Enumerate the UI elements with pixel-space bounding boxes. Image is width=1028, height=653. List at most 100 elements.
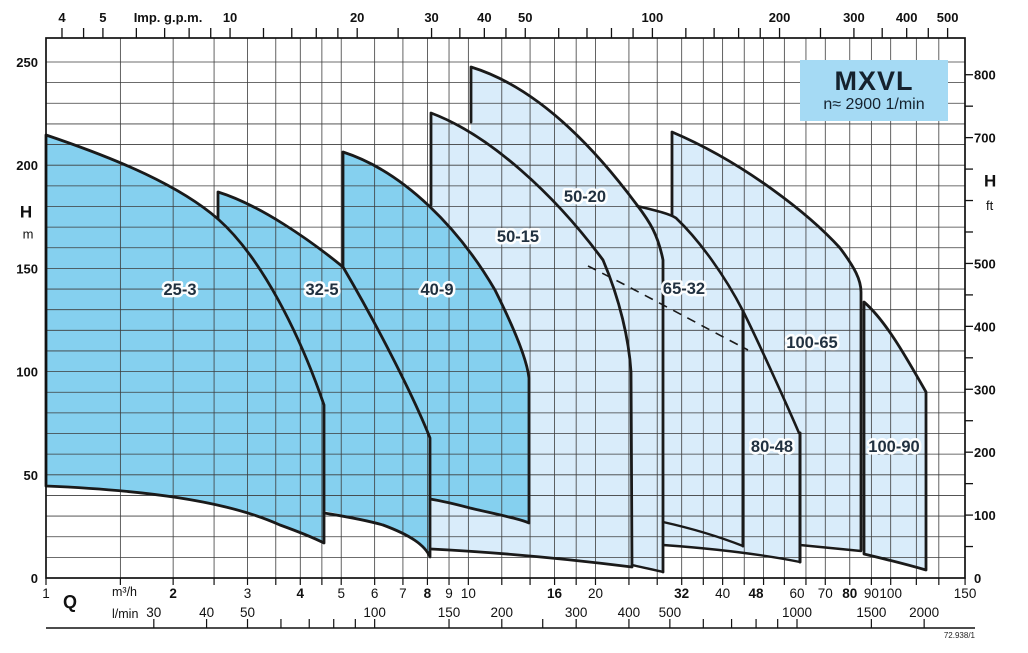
pump-label-100-65: 100-65 [786,334,837,352]
axis-right-title: H [984,172,996,191]
axis-left-title: H [20,203,32,222]
svg-text:3: 3 [244,586,252,601]
svg-text:150: 150 [438,605,461,620]
axis-bottom-m3h: 1 2 3 4 5 6 7 8 9 10 16 20 32 40 48 60 70 80 90 100 150 Q m³/h [42,578,976,612]
svg-text:0: 0 [974,571,981,586]
envelope-stroke-50-20-bottom [630,563,665,574]
pump-label-32-5: 32-5 [305,281,338,299]
svg-text:6: 6 [371,586,379,601]
series-speed: n≈ 2900 1/min [823,96,925,114]
axis-bottom-m3h-unit: m³/h [112,585,137,599]
svg-text:500: 500 [974,256,996,271]
pump-label-50-15: 50-15 [497,228,539,246]
pump-label-65-32: 65-32 [663,280,705,298]
axis-bottom-q-title: Q [63,592,77,612]
document-reference: 72.938/1 [943,631,975,640]
envelope-stroke-100-90-outline [862,300,928,572]
svg-text:30: 30 [146,605,161,620]
svg-text:300: 300 [843,10,865,25]
svg-text:200: 200 [974,445,996,460]
svg-text:500: 500 [937,10,959,25]
svg-text:80: 80 [842,586,857,601]
svg-text:1500: 1500 [856,605,886,620]
envelope-stroke-50-20-outline [469,65,665,574]
svg-text:10: 10 [223,10,237,25]
svg-text:100: 100 [642,10,664,25]
svg-text:100: 100 [16,365,38,380]
svg-text:50: 50 [518,10,532,25]
axis-bottom-lmin: 30 40 50 100 150 200 300 400 500 1000 1500 2000 l/mi… [46,605,975,629]
svg-text:1: 1 [42,586,50,601]
svg-text:9: 9 [445,586,453,601]
envelope-stroke-80-48-bottom [661,543,802,564]
svg-text:100: 100 [879,586,902,601]
svg-text:40: 40 [477,10,491,25]
svg-text:300: 300 [974,382,996,397]
pump-label-25-3: 25-3 [163,281,196,299]
envelope-fill-100-90 [864,302,926,570]
envelope-fill-25-3 [46,135,324,543]
envelope-stroke-50-15-outline [429,111,634,569]
svg-text:150: 150 [16,261,38,276]
envelope-stroke-25-3-outline [44,133,326,545]
svg-text:8: 8 [424,586,432,601]
svg-text:40: 40 [199,605,214,620]
svg-text:50: 50 [24,468,38,483]
axis-top-gpm: 4 5 10 20 30 40 50 100 200 300 400 500 Imp. g.p.m. [58,10,958,38]
axis-left-unit: m [23,226,34,241]
svg-text:40: 40 [715,586,730,601]
svg-text:1000: 1000 [782,605,812,620]
svg-text:200: 200 [16,158,38,173]
svg-text:700: 700 [974,131,996,146]
svg-text:200: 200 [491,605,514,620]
series-name: MXVL [834,65,914,96]
axis-right-unit: ft [986,198,994,213]
svg-text:5: 5 [337,586,345,601]
svg-text:90: 90 [864,586,879,601]
svg-text:50: 50 [240,605,255,620]
svg-text:2000: 2000 [909,605,939,620]
svg-text:800: 800 [974,68,996,83]
svg-text:70: 70 [818,586,833,601]
pump-label-80-48: 80-48 [751,438,793,456]
pump-label-50-20: 50-20 [564,188,606,206]
svg-text:100: 100 [363,605,386,620]
envelope-stroke-65-32-bottom [661,520,745,548]
series-badge: MXVL n≈ 2900 1/min [800,60,948,121]
axis-bottom-lmin-unit: l/min [112,607,138,621]
svg-text:4: 4 [297,586,305,601]
envelope-fills [46,67,926,572]
svg-text:20: 20 [588,586,603,601]
axis-left-m: 0 50 100 150 200 250 Hm [16,55,38,586]
axis-right-ft: 0 100 200 300 400 500 700 800 Hft [965,68,996,586]
pump-label-40-9: 40-9 [420,281,453,299]
svg-text:30: 30 [424,10,438,25]
svg-text:100: 100 [974,508,996,523]
svg-text:60: 60 [789,586,804,601]
svg-text:20: 20 [350,10,364,25]
svg-text:2: 2 [169,586,177,601]
svg-text:400: 400 [618,605,641,620]
svg-text:5: 5 [99,10,106,25]
series-badge-background [800,60,948,121]
envelope-stroke-40-9-outline [341,150,531,525]
svg-text:150: 150 [954,586,977,601]
svg-text:200: 200 [769,10,791,25]
envelope-outlines [44,65,928,574]
svg-text:32: 32 [674,586,689,601]
svg-text:48: 48 [749,586,765,601]
svg-text:500: 500 [659,605,682,620]
envelope-stroke-100-65-bottom [798,543,863,553]
envelope-stroke-32-5-outline [216,190,432,559]
svg-text:10: 10 [461,586,476,601]
pump-label-100-90: 100-90 [868,438,919,456]
svg-text:4: 4 [58,10,66,25]
svg-text:16: 16 [547,586,563,601]
svg-text:400: 400 [974,319,996,334]
svg-text:250: 250 [16,55,38,70]
pump-model-labels: 25-3 32-5 40-9 50-15 50-20 65-32 100-65 80-48 10… [161,186,922,459]
envelope-stroke-65-32-80-48-top [635,204,801,435]
svg-text:300: 300 [565,605,588,620]
